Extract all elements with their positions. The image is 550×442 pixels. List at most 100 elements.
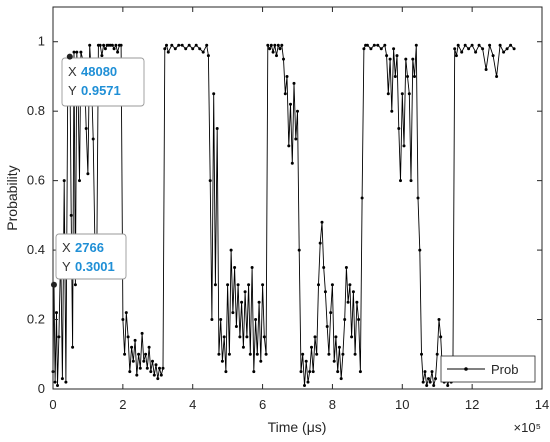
datatip-marker — [66, 53, 73, 60]
data-point — [222, 335, 226, 339]
data-point — [439, 335, 443, 339]
data-point — [498, 43, 502, 47]
data-point — [213, 283, 217, 287]
data-point — [421, 380, 425, 384]
data-point — [330, 283, 334, 287]
data-point — [119, 43, 123, 47]
data-point — [194, 43, 198, 47]
data-point — [184, 47, 188, 51]
data-point — [339, 377, 343, 381]
data-point — [177, 43, 181, 47]
data-point — [91, 137, 95, 141]
data-point — [435, 352, 439, 356]
plot-frame — [52, 6, 543, 390]
data-point — [289, 102, 292, 106]
data-point — [369, 47, 373, 51]
data-point — [407, 92, 411, 96]
data-point — [79, 50, 83, 54]
data-point — [404, 57, 408, 61]
data-point — [159, 373, 163, 377]
data-point — [180, 43, 184, 47]
data-point — [413, 75, 416, 78]
data-point — [166, 50, 170, 54]
data-point — [241, 345, 245, 349]
y-tick-label: 0.4 — [27, 242, 45, 257]
data-point — [245, 335, 249, 339]
data-point — [198, 47, 202, 51]
x-axis: 0 2 4 6 8 10 12 14 — [49, 7, 549, 412]
data-point — [88, 43, 92, 47]
data-point — [53, 380, 57, 384]
data-point — [348, 283, 352, 287]
data-point — [477, 43, 481, 47]
data-point — [292, 81, 296, 85]
data-point — [206, 54, 210, 58]
data-point — [318, 241, 322, 245]
data-point — [402, 144, 406, 148]
data-point — [212, 92, 216, 96]
x-axis-label: Time (μs) — [268, 419, 327, 435]
data-point — [98, 43, 102, 47]
data-point — [142, 359, 146, 363]
data-point — [512, 47, 516, 51]
data-point — [271, 50, 275, 54]
data-point — [231, 311, 235, 315]
data-point — [311, 370, 315, 374]
data-point — [140, 331, 144, 335]
data-point — [248, 352, 252, 356]
data-point — [191, 47, 195, 51]
data-point — [428, 380, 432, 384]
data-point — [397, 127, 401, 130]
data-point — [137, 352, 141, 356]
datatip-x-label: X — [62, 240, 71, 255]
datatip-box — [55, 233, 127, 280]
data-point — [301, 352, 305, 356]
data-point — [257, 300, 261, 304]
x-tick-label: 12 — [465, 397, 479, 412]
data-point — [505, 47, 509, 51]
data-point — [121, 318, 125, 321]
data-point — [261, 283, 265, 287]
data-point — [72, 50, 76, 54]
data-point — [383, 43, 387, 47]
data-point — [310, 345, 313, 349]
data-point — [84, 127, 88, 130]
y-axis: 0 0.2 0.4 0.6 0.8 1 — [27, 34, 542, 396]
data-point — [467, 47, 471, 51]
data-point — [255, 352, 259, 356]
data-point — [259, 359, 263, 363]
data-point — [130, 345, 134, 349]
data-point — [308, 370, 312, 374]
data-point — [75, 50, 79, 54]
datatips: X 48080 Y 0.9571 X 2766 Y 0.3001 — [50, 53, 145, 288]
data-point — [446, 384, 450, 387]
y-tick-label: 1 — [38, 34, 45, 49]
data-point — [268, 47, 272, 51]
datatip-y-value: 0.9571 — [81, 83, 121, 98]
data-point — [341, 352, 345, 356]
data-point — [332, 359, 336, 363]
data-point — [388, 57, 392, 61]
data-point — [131, 359, 135, 363]
data-point — [147, 345, 151, 349]
data-point — [509, 43, 513, 47]
data-point — [379, 47, 383, 51]
data-point — [262, 335, 266, 339]
data-point — [411, 57, 415, 61]
data-point — [416, 196, 420, 200]
data-point — [390, 109, 394, 113]
data-point — [351, 290, 355, 294]
data-point — [376, 43, 380, 47]
data-point — [393, 75, 397, 78]
x-tick-label: 6 — [259, 397, 266, 412]
data-point — [219, 318, 223, 321]
legend-label: Prob — [491, 362, 518, 377]
datatip-x-value: 2766 — [75, 240, 104, 255]
data-point — [71, 345, 75, 349]
data-point — [56, 384, 59, 387]
legend[interactable]: Prob — [440, 355, 536, 383]
data-point — [215, 127, 219, 130]
data-point — [151, 359, 154, 363]
data-point — [360, 196, 364, 200]
data-point — [116, 50, 120, 54]
